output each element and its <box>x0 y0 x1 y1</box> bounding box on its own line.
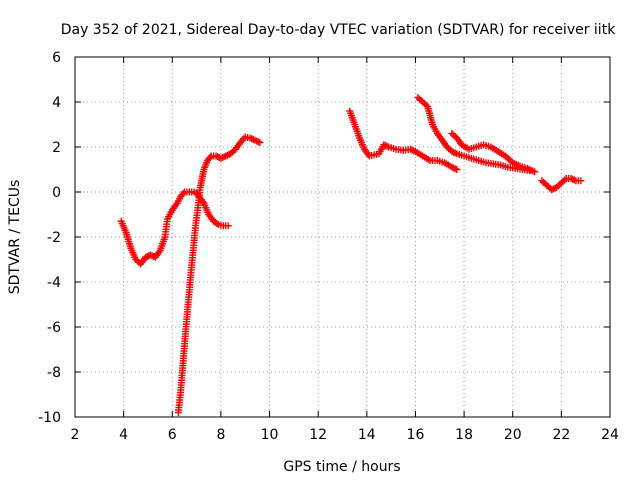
data-point-marker <box>453 166 461 173</box>
data-point-marker <box>531 168 539 176</box>
data-point-marker <box>570 176 578 184</box>
series-track-5 <box>414 94 534 175</box>
series-track-2 <box>195 193 232 230</box>
data-point-marker <box>222 152 230 160</box>
x-tick-label: 2 <box>71 427 80 443</box>
data-point-marker <box>220 153 228 161</box>
data-point-marker <box>206 154 214 161</box>
y-tick-label: -8 <box>47 365 61 381</box>
data-point-marker <box>380 141 388 149</box>
data-point-marker <box>448 163 456 171</box>
y-tick-label: 0 <box>52 185 61 201</box>
series-track-4 <box>346 107 461 173</box>
data-point-marker <box>256 139 264 146</box>
x-tick-label: 18 <box>455 427 473 443</box>
grid <box>75 57 610 417</box>
data-point-marker <box>451 165 459 173</box>
data-point-marker <box>214 153 222 161</box>
x-tick-label: 24 <box>601 427 619 443</box>
y-tick-label: 4 <box>52 95 61 111</box>
x-tick-labels: 2 4 6 8 10 12 14 16 18 20 22 24 <box>71 427 619 443</box>
data-point-marker <box>251 136 259 144</box>
data-point-marker <box>567 175 575 182</box>
data-series <box>117 94 585 416</box>
x-tick-label: 6 <box>168 427 177 443</box>
data-point-marker <box>569 175 577 183</box>
data-point-marker <box>249 136 257 143</box>
data-point-marker <box>179 190 187 197</box>
x-tick-label: 22 <box>552 427 570 443</box>
series-track-3 <box>174 133 264 416</box>
x-tick-label: 8 <box>216 427 225 443</box>
axis-ticks <box>74 56 611 418</box>
data-point-marker <box>448 148 456 155</box>
x-tick-label: 10 <box>261 427 279 443</box>
y-tick-label: -4 <box>47 275 61 291</box>
data-point-marker <box>212 152 220 160</box>
y-tick-label: -6 <box>47 320 61 336</box>
data-point-marker <box>383 142 391 150</box>
series-track-1 <box>117 188 202 268</box>
data-point-marker <box>549 185 557 193</box>
series-track-6 <box>448 130 539 176</box>
y-tick-label: 2 <box>52 140 61 156</box>
data-point-marker <box>219 154 227 161</box>
data-point-marker <box>548 186 556 194</box>
data-point-marker <box>248 135 256 143</box>
data-point-marker <box>450 148 458 156</box>
x-tick-label: 20 <box>504 427 522 443</box>
data-point-marker <box>407 145 415 153</box>
data-point-marker <box>146 251 154 259</box>
data-point-marker <box>143 253 151 260</box>
y-tick-label: 6 <box>52 50 61 66</box>
data-point-marker <box>213 220 221 227</box>
data-point-marker <box>451 149 459 157</box>
x-tick-label: 14 <box>358 427 376 443</box>
x-axis-label: GPS time / hours <box>283 459 400 475</box>
x-tick-label: 12 <box>309 427 327 443</box>
data-point-marker <box>246 134 254 142</box>
y-tick-label: -2 <box>47 230 61 246</box>
chart-title: Day 352 of 2021, Sidereal Day-to-day VTE… <box>61 22 616 38</box>
data-point-marker <box>408 146 416 154</box>
data-point-marker <box>253 137 261 145</box>
y-tick-labels: -10 -8 -6 -4 -2 0 2 4 6 <box>38 50 61 426</box>
series-track-7 <box>538 175 585 194</box>
data-point-marker <box>422 101 430 109</box>
data-point-marker <box>381 142 389 149</box>
x-tick-label: 16 <box>407 427 425 443</box>
data-point-marker <box>217 154 225 162</box>
data-point-marker <box>142 253 150 261</box>
data-point-marker <box>561 176 569 184</box>
data-point-marker <box>223 151 231 159</box>
data-point-marker <box>254 138 262 146</box>
x-tick-label: 4 <box>119 427 128 443</box>
y-tick-label: -10 <box>38 410 61 426</box>
data-point-marker <box>224 222 232 230</box>
data-point-marker <box>577 177 585 185</box>
y-axis-label: SDTVAR / TECUs <box>7 180 23 295</box>
data-point-marker <box>450 164 458 172</box>
